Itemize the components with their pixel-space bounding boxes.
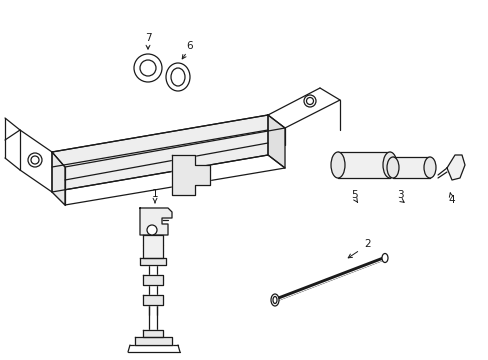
Text: 3: 3 — [396, 190, 403, 200]
Text: 4: 4 — [448, 195, 454, 205]
Polygon shape — [446, 155, 464, 180]
Polygon shape — [172, 155, 209, 195]
Polygon shape — [52, 152, 65, 205]
Text: 6: 6 — [186, 41, 193, 51]
Polygon shape — [142, 330, 163, 337]
Polygon shape — [337, 152, 389, 178]
Text: 1: 1 — [151, 189, 158, 199]
Polygon shape — [52, 115, 285, 167]
Text: 2: 2 — [364, 239, 370, 249]
Polygon shape — [142, 275, 163, 285]
Circle shape — [134, 54, 162, 82]
Circle shape — [28, 153, 42, 167]
Ellipse shape — [272, 297, 276, 303]
Circle shape — [304, 95, 315, 107]
Circle shape — [31, 156, 39, 164]
Polygon shape — [142, 235, 163, 258]
Ellipse shape — [386, 157, 398, 178]
Ellipse shape — [330, 152, 345, 178]
Ellipse shape — [171, 68, 184, 86]
Text: 5: 5 — [351, 190, 358, 200]
Ellipse shape — [270, 294, 279, 306]
Polygon shape — [267, 115, 285, 168]
Polygon shape — [142, 295, 163, 305]
Circle shape — [147, 225, 157, 235]
Polygon shape — [140, 258, 165, 265]
Ellipse shape — [165, 63, 190, 91]
Polygon shape — [392, 157, 429, 178]
Polygon shape — [140, 208, 172, 235]
Polygon shape — [52, 115, 267, 192]
Polygon shape — [135, 337, 172, 345]
Ellipse shape — [382, 152, 396, 178]
Text: 7: 7 — [144, 33, 151, 43]
Ellipse shape — [381, 253, 387, 262]
Circle shape — [140, 60, 156, 76]
Ellipse shape — [423, 157, 435, 178]
Circle shape — [306, 98, 313, 104]
